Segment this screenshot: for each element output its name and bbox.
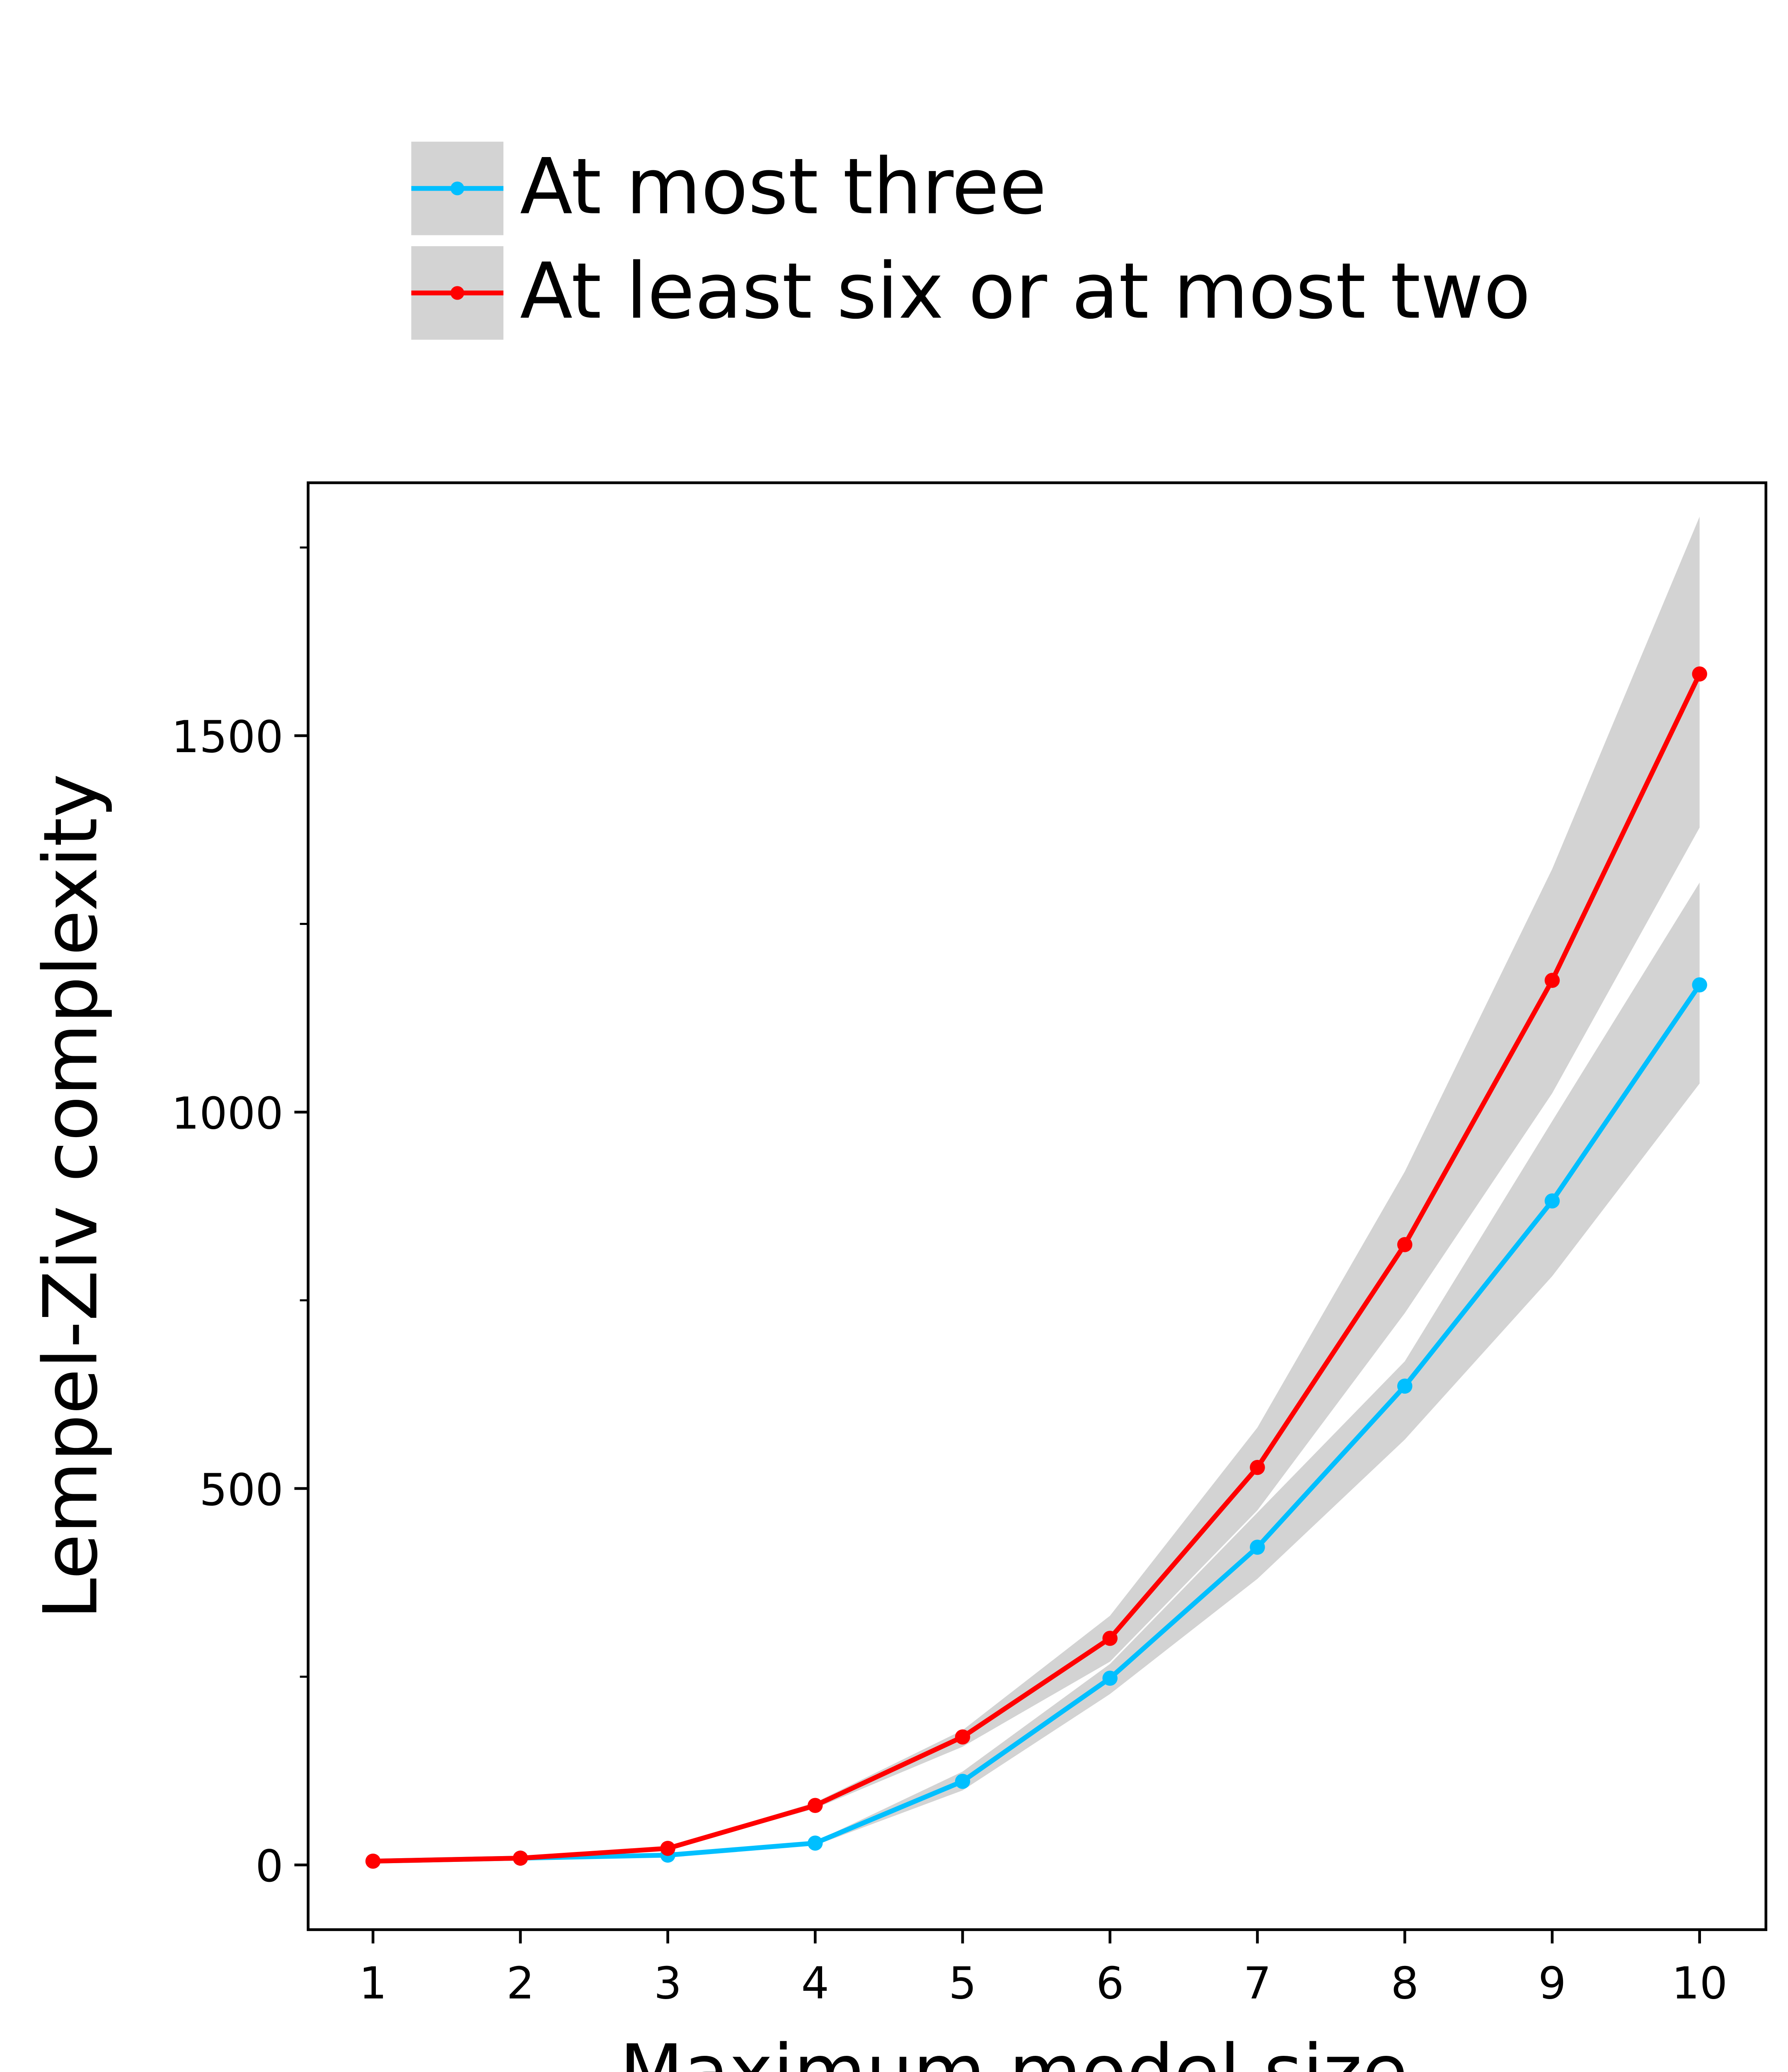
x-tick-label: 6 xyxy=(1096,1958,1124,2009)
x-tick-label: 7 xyxy=(1244,1958,1272,2009)
data-point xyxy=(1544,973,1560,988)
data-point xyxy=(1692,977,1707,992)
data-point xyxy=(1544,1193,1560,1209)
data-point xyxy=(513,1850,528,1866)
legend-label: At least six or at most two xyxy=(520,246,1531,336)
x-tick-label: 3 xyxy=(654,1958,682,2009)
legend-marker xyxy=(450,182,465,196)
x-tick-label: 8 xyxy=(1391,1958,1419,2009)
x-tick-label: 1 xyxy=(359,1958,387,2009)
data-point xyxy=(808,1798,823,1813)
data-point xyxy=(808,1835,823,1851)
y-axis-label: Lempel-Ziv complexity xyxy=(28,774,114,1619)
data-point xyxy=(955,1774,970,1789)
data-point xyxy=(660,1841,675,1856)
plot-frame xyxy=(307,481,1768,1931)
x-tick-label: 5 xyxy=(948,1958,977,2009)
y-tick-label: 500 xyxy=(199,1464,283,1516)
confidence-band xyxy=(373,516,1700,1862)
data-point xyxy=(1102,1670,1118,1686)
confidence-band xyxy=(373,882,1700,1862)
legend-marker xyxy=(450,286,465,300)
data-point xyxy=(1250,1460,1265,1475)
y-tick-label: 1500 xyxy=(172,712,283,763)
series-line xyxy=(373,673,1702,1864)
x-tick-label: 4 xyxy=(801,1958,830,2009)
y-tick-label: 1000 xyxy=(172,1088,283,1139)
data-point xyxy=(1250,1539,1265,1555)
x-axis-label: Maximum model size xyxy=(619,2029,1408,2072)
x-tick-label: 2 xyxy=(506,1958,535,2009)
x-tick-label: 9 xyxy=(1538,1958,1566,2009)
data-point xyxy=(1397,1378,1413,1394)
data-point xyxy=(1102,1631,1118,1646)
legend-label: At most three xyxy=(520,141,1047,231)
data-point xyxy=(365,1853,381,1869)
x-tick-label: 10 xyxy=(1672,1958,1728,2009)
data-point xyxy=(1397,1237,1413,1252)
y-tick-label: 0 xyxy=(255,1841,283,1892)
series-line xyxy=(373,983,1702,1864)
data-point xyxy=(1692,666,1707,682)
data-point xyxy=(955,1729,970,1745)
